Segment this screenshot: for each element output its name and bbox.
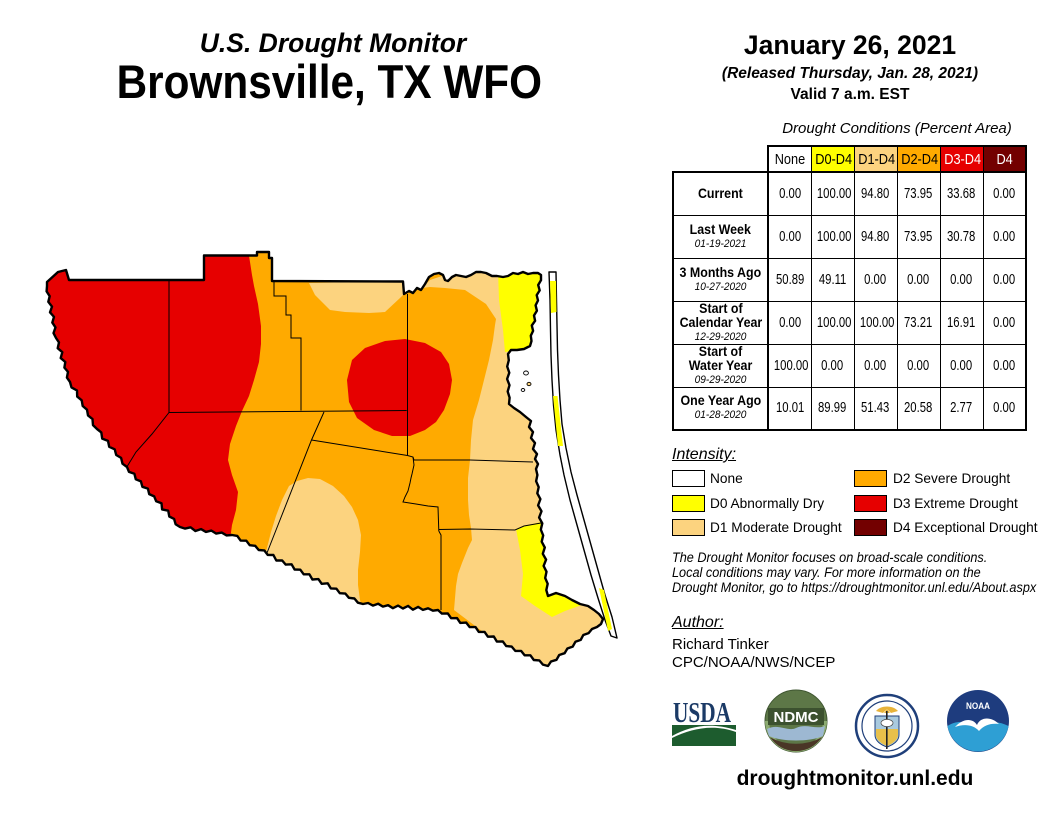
svg-text:NDMC: NDMC — [774, 709, 819, 726]
svg-text:USDA: USDA — [673, 697, 731, 729]
svg-text:NOAA: NOAA — [966, 701, 990, 712]
